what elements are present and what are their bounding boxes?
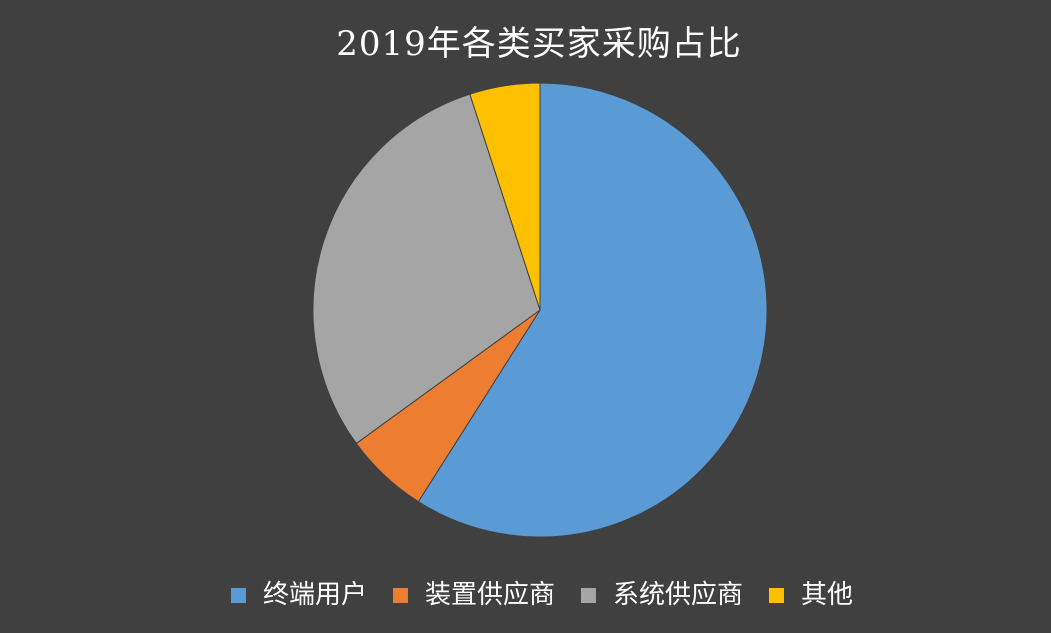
legend-label-end-users: 终端用户 [262, 580, 367, 610]
chart-title: 2019年各类买家采购占比 [336, 24, 742, 64]
legend-label-device-suppliers: 装置供应商 [424, 580, 555, 610]
legend: 终端用户 装置供应商 系统供应商 其他 [230, 580, 854, 611]
pie-slice-others [469, 82, 541, 311]
legend-swatch-system-suppliers [581, 588, 596, 604]
legend-label-system-suppliers: 系统供应商 [613, 580, 744, 610]
legend-item-device-suppliers: 装置供应商 [392, 580, 555, 611]
legend-label-others: 其他 [801, 580, 854, 610]
legend-item-end-users: 终端用户 [230, 580, 367, 611]
pie-slice-end-users [417, 82, 768, 538]
legend-item-system-suppliers: 系统供应商 [581, 580, 744, 611]
legend-swatch-others [769, 588, 785, 604]
legend-item-others: 其他 [769, 580, 854, 611]
pie-slice-system-suppliers [312, 93, 541, 445]
legend-swatch-device-suppliers [392, 588, 408, 604]
legend-swatch-end-users [230, 588, 246, 604]
